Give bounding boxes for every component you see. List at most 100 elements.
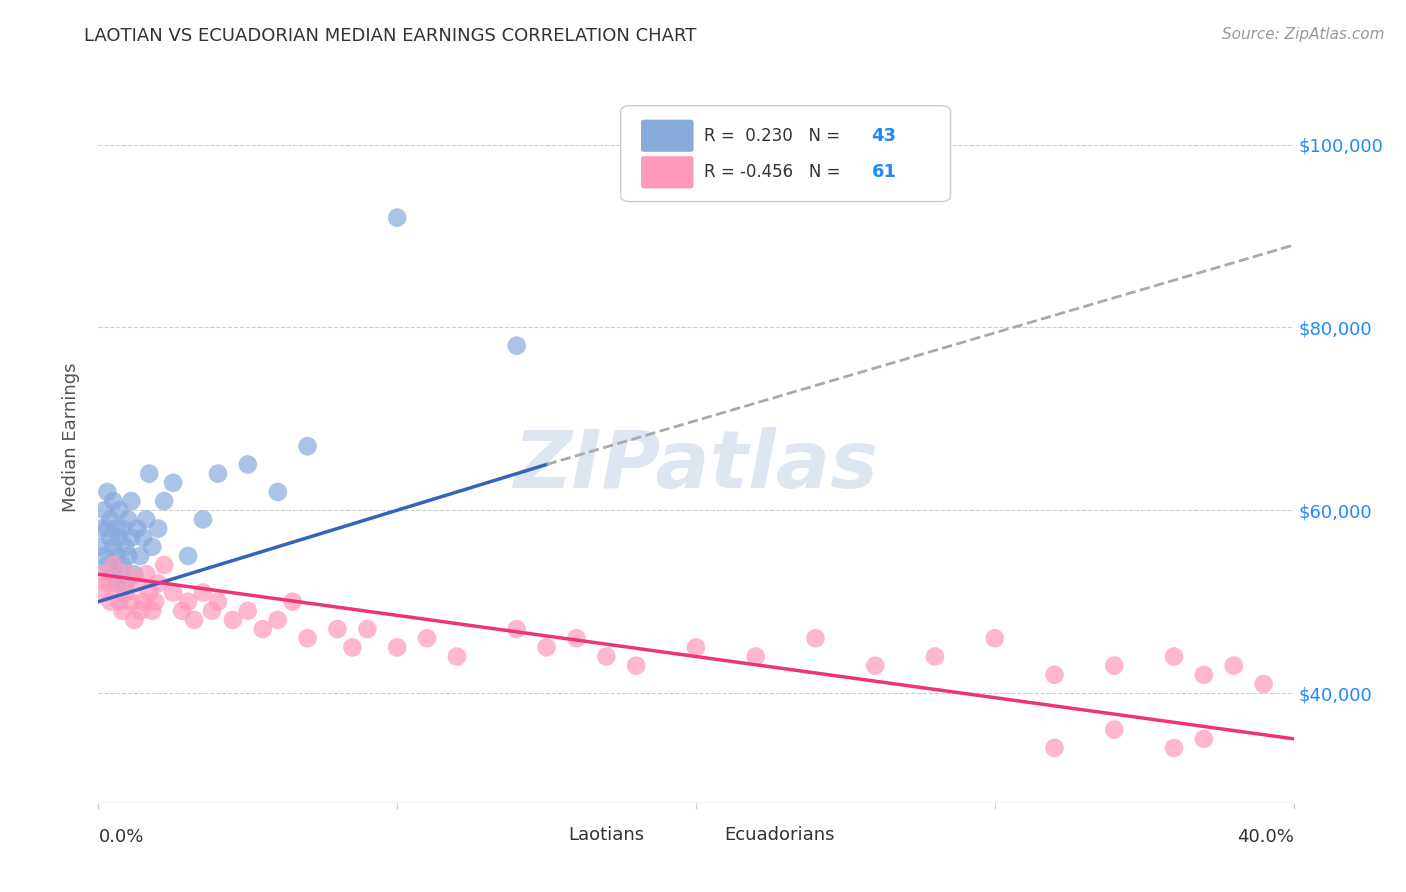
Point [207,594,229,608]
Point [103,567,125,582]
Point [135,512,157,526]
Text: Laotians: Laotians [568,826,644,844]
Point [93,503,115,517]
Point [565,631,588,645]
Text: R = -0.456   N =: R = -0.456 N = [704,163,846,181]
Text: Source: ZipAtlas.com: Source: ZipAtlas.com [1222,27,1385,42]
Point [745,649,768,664]
Point [1163,649,1185,664]
Point [356,622,378,636]
Point [924,649,946,664]
Point [96,484,118,499]
Point [138,467,160,481]
Text: 0.0%: 0.0% [98,829,143,847]
Point [172,604,194,618]
Point [385,640,409,655]
Point [148,576,170,591]
Point [1104,723,1126,737]
Point [297,439,319,453]
Point [191,512,214,526]
Point [191,585,214,599]
Point [96,521,118,535]
Point [90,521,112,535]
Point [267,613,290,627]
Point [135,567,157,582]
Text: 43: 43 [872,127,897,145]
Point [1192,731,1215,746]
Point [236,458,259,472]
Point [108,531,131,545]
Point [111,558,134,573]
Point [446,649,468,664]
Point [177,549,200,563]
Point [143,594,166,608]
Point [108,594,131,608]
Point [201,604,224,618]
Point [90,567,112,582]
Point [129,549,152,563]
Point [685,640,707,655]
Point [127,576,149,591]
Point [114,576,136,591]
Y-axis label: Median Earnings: Median Earnings [62,362,80,512]
Point [1043,667,1066,681]
Point [162,585,184,599]
Point [506,338,529,352]
Point [153,494,176,508]
Point [129,604,152,618]
Point [114,585,136,599]
Point [626,658,648,673]
Point [183,613,205,627]
FancyBboxPatch shape [688,823,718,847]
Point [124,613,146,627]
Point [297,631,319,645]
Point [177,594,200,608]
Point [90,540,112,554]
Text: R =  0.230   N =: R = 0.230 N = [704,127,846,145]
Point [138,585,160,599]
Point [98,531,122,545]
Point [281,594,304,608]
Point [236,604,259,618]
Point [98,512,122,526]
Point [132,594,155,608]
Point [141,604,163,618]
Point [96,576,118,591]
Point [1253,677,1275,691]
Point [93,585,115,599]
Text: 40.0%: 40.0% [1237,829,1294,847]
Point [120,494,142,508]
FancyBboxPatch shape [620,106,950,202]
Point [111,604,134,618]
Point [1043,740,1066,755]
Point [1104,658,1126,673]
Point [222,613,245,627]
Point [1223,658,1246,673]
Point [207,467,229,481]
Point [267,484,290,499]
Point [105,521,128,535]
Point [103,494,125,508]
Point [103,540,125,554]
Point [114,540,136,554]
Point [153,558,176,573]
Point [120,594,142,608]
Point [132,531,155,545]
Point [148,521,170,535]
Point [93,549,115,563]
Point [595,649,617,664]
Point [108,503,131,517]
Point [105,549,128,563]
Point [117,512,139,526]
Point [865,658,887,673]
Point [804,631,827,645]
Point [536,640,558,655]
Text: LAOTIAN VS ECUADORIAN MEDIAN EARNINGS CORRELATION CHART: LAOTIAN VS ECUADORIAN MEDIAN EARNINGS CO… [84,27,697,45]
Point [111,521,134,535]
FancyBboxPatch shape [641,156,693,188]
Point [105,576,128,591]
Point [124,567,146,582]
Point [141,540,163,554]
Point [1163,740,1185,755]
Point [98,594,122,608]
